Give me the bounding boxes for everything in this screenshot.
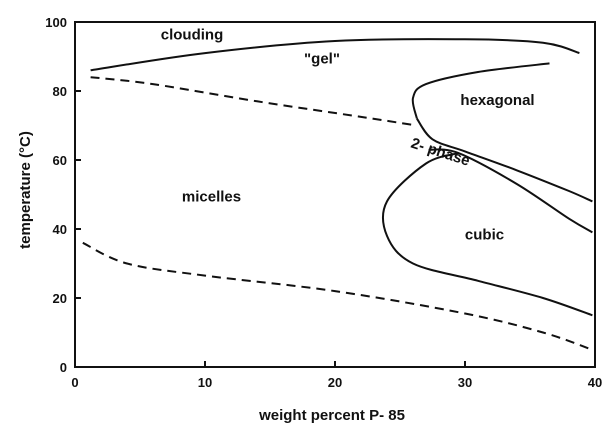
plot-area: clouding "gel" hexagonal 2- phase micelles cu… [74,21,596,368]
x-axis-ticks: 0 10 20 30 40 [71,361,602,390]
x-tick-label: 20 [328,375,342,390]
y-tick-label: 20 [53,291,67,306]
y-tick-label: 100 [45,15,67,30]
boundary-cubic-lower [381,152,593,317]
region-label-clouding: clouding [161,26,224,43]
boundary-gel-lower [90,76,418,127]
phase-boundaries [82,38,593,351]
boundary-cubic-upper [428,148,593,234]
region-label-micelles: micelles [182,188,241,205]
x-tick-label: 30 [458,375,472,390]
region-label-two-phase: 2- phase [409,135,472,170]
x-axis-title: weight percent P- 85 [258,407,405,424]
y-tick-label: 40 [53,222,67,237]
region-labels: clouding "gel" hexagonal 2- phase micelles cu… [161,26,535,243]
region-label-gel: "gel" [304,50,340,67]
x-tick-label: 40 [588,375,602,390]
region-label-hexagonal: hexagonal [460,92,534,109]
y-tick-label: 0 [60,360,67,375]
boundary-gel-upper [411,62,550,119]
y-tick-label: 60 [53,153,67,168]
boundary-micelle-lower [82,241,593,351]
region-label-cubic: cubic [465,226,504,243]
x-tick-label: 0 [71,375,78,390]
plot-frame [74,21,596,368]
x-tick-label: 10 [198,375,212,390]
y-axis-title: temperature (°C) [17,131,34,249]
boundary-cloud-point [90,38,580,72]
boundary-hex-lower [416,118,593,203]
y-axis-ticks: 0 20 40 60 80 100 [45,15,81,375]
y-tick-label: 80 [53,84,67,99]
